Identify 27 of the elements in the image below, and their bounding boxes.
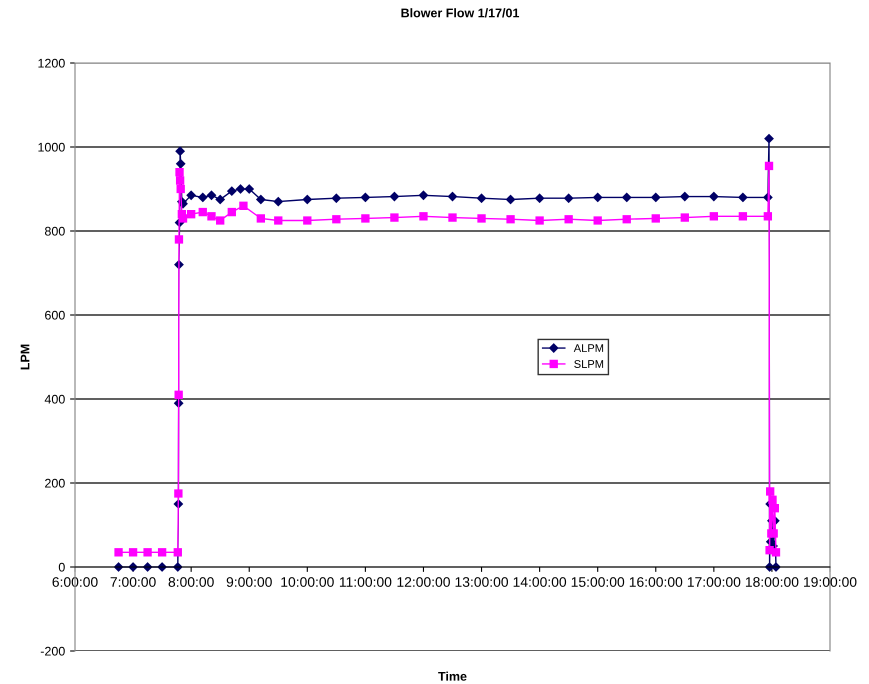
- y-tick-label: 200: [45, 478, 65, 488]
- x-tick-label: 14:00:00: [514, 577, 566, 587]
- x-axis-title: Time: [438, 672, 467, 681]
- x-tick-label: 16:00:00: [630, 577, 682, 587]
- chart-title: Blower Flow 1/17/01: [401, 8, 520, 18]
- x-tick-label: 19:00:00: [804, 577, 856, 587]
- y-tick-label: 0: [58, 562, 65, 572]
- y-tick-label: 800: [44, 226, 65, 236]
- x-tick-label: 13:00:00: [456, 577, 508, 587]
- x-tick-label: 10:00:00: [281, 577, 334, 587]
- y-tick-label: 600: [45, 310, 65, 320]
- x-tick-label: 8:00:00: [168, 577, 214, 587]
- y-tick-label: 400: [44, 394, 65, 404]
- y-tick-label: 1000: [38, 142, 65, 152]
- x-tick-label: 17:00:00: [688, 577, 740, 587]
- x-tick-label: 9:00:00: [226, 577, 272, 587]
- x-tick-label: 15:00:00: [572, 577, 624, 587]
- x-tick-label: 6:00:00: [52, 577, 98, 587]
- x-tick-label: 18:00:00: [746, 577, 798, 587]
- y-tick-label: -200: [40, 646, 65, 656]
- legend-label: SLPM: [574, 360, 604, 368]
- y-axis-title: LPM: [20, 344, 30, 370]
- x-tick-label: 11:00:00: [340, 577, 392, 587]
- x-tick-label: 7:00:00: [110, 577, 156, 587]
- y-tick-label: 1200: [38, 58, 65, 68]
- legend-label: ALPM: [574, 344, 604, 352]
- x-tick-label: 12:00:00: [397, 577, 450, 587]
